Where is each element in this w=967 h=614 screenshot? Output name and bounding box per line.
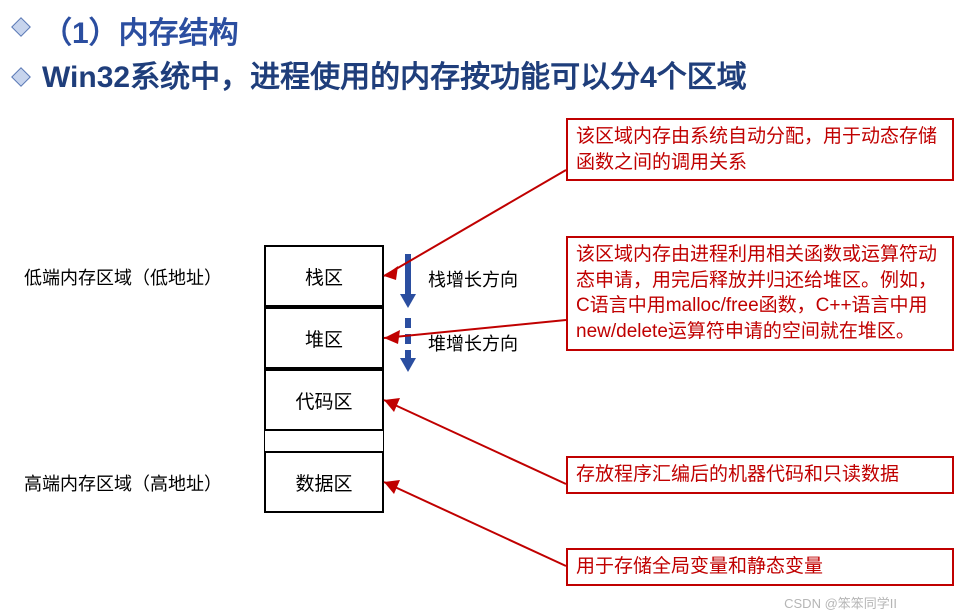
callout-code: 存放程序汇编后的机器代码和只读数据 [566,456,954,494]
memory-box-label: 代码区 [295,387,352,414]
heap-growth-arrow-icon [398,314,418,374]
memory-box-stack: 栈区 [264,245,384,307]
stack-growth-arrow-icon [398,250,418,310]
heading-2-row: Win32系统中，进程使用的内存按功能可以分4个区域 [14,58,934,99]
low-address-label: 低端内存区域（低地址） [24,264,222,290]
memory-box-heap: 堆区 [264,307,384,369]
high-address-label: 高端内存区域（高地址） [24,470,222,496]
heap-growth-label: 堆增长方向 [428,330,518,356]
callout-data: 用于存储全局变量和静态变量 [566,548,954,586]
diamond-bullet-icon [11,67,31,87]
box-connector [264,431,384,451]
heading-2: Win32系统中，进程使用的内存按功能可以分4个区域 [42,58,747,99]
memory-box-code: 代码区 [264,369,384,431]
memory-box-label: 数据区 [295,469,352,496]
heading-1: （1）内存结构 [42,8,239,52]
memory-box-label: 栈区 [305,263,343,290]
watermark: CSDN @笨笨同学II [784,593,897,612]
memory-box-label: 堆区 [305,325,343,352]
callout-heap: 该区域内存由进程利用相关函数或运算符动态申请，用完后释放并归还给堆区。例如，C语… [566,236,954,351]
diamond-bullet-icon [11,17,31,37]
stack-growth-label: 栈增长方向 [428,266,518,292]
callout-stack: 该区域内存由系统自动分配，用于动态存储函数之间的调用关系 [566,118,954,181]
heading-1-row: （1）内存结构 [14,8,239,52]
memory-box-data: 数据区 [264,451,384,513]
